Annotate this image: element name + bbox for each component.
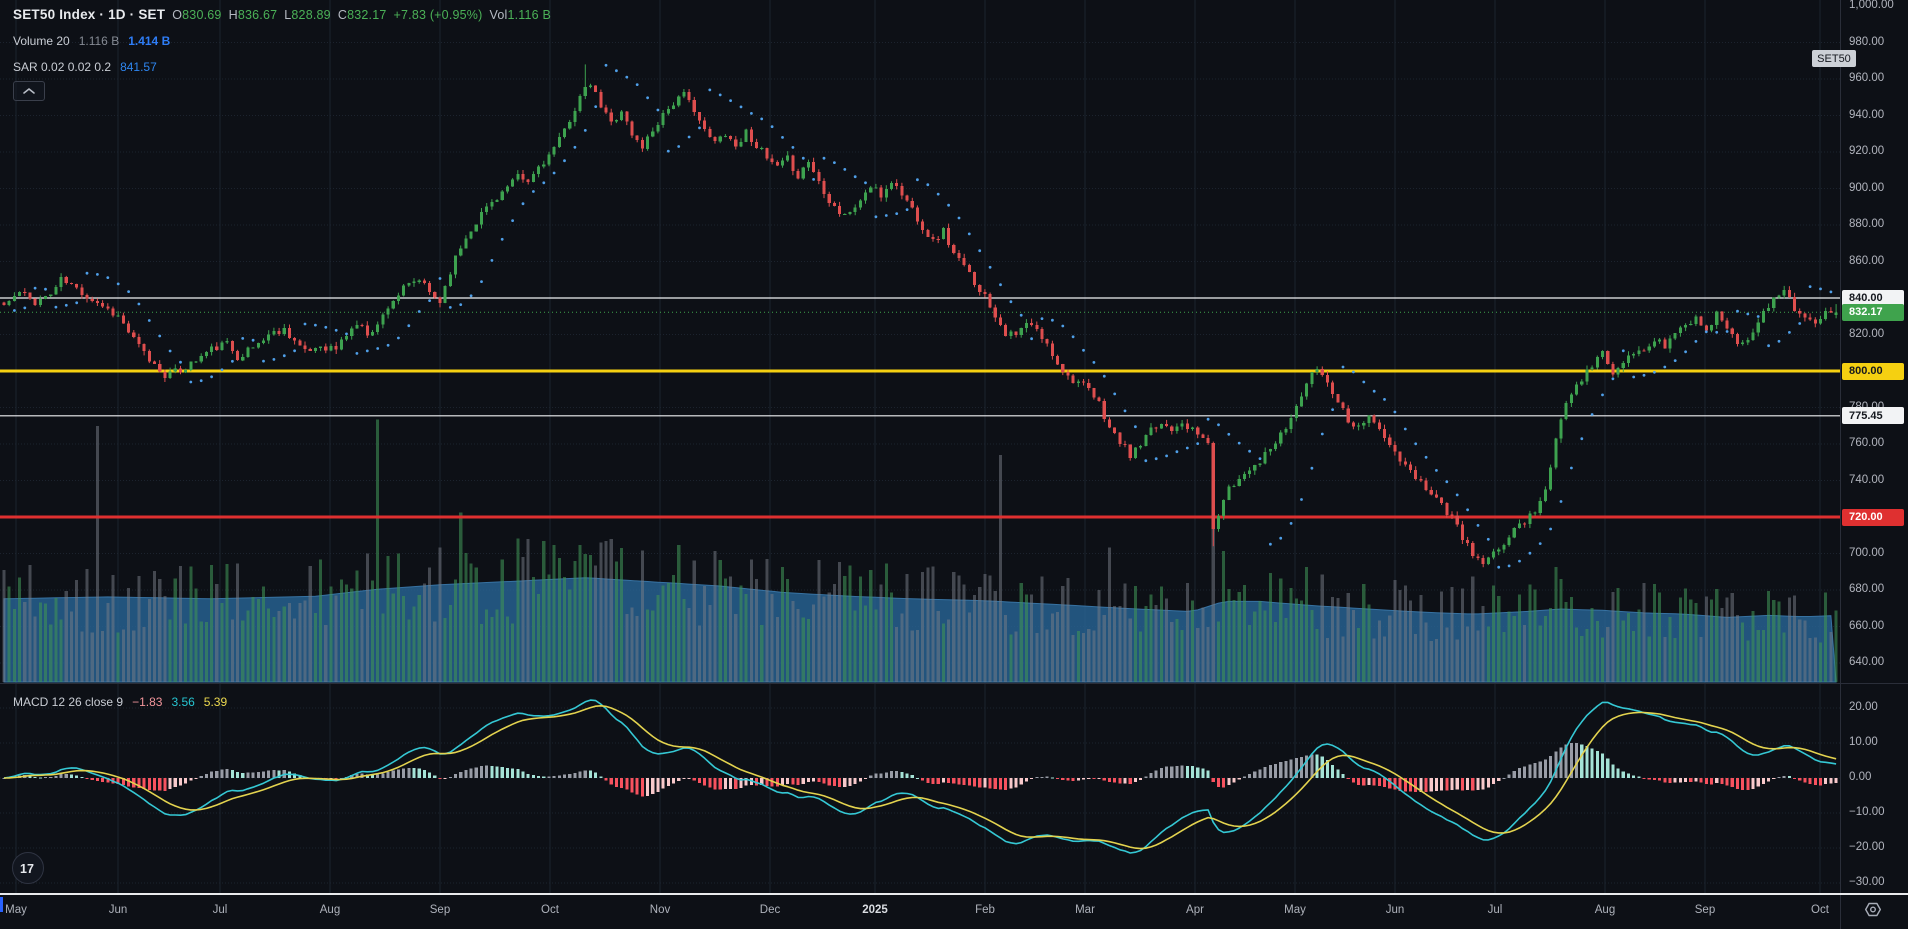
symbol-title: SET50 Index · 1D · SET <box>13 7 166 22</box>
time-axis-label: Jul <box>1487 904 1503 916</box>
close-key: C <box>337 8 348 22</box>
time-axis-label: Jul <box>212 904 228 916</box>
time-axis-label: Apr <box>1186 904 1204 916</box>
time-axis-label: Jun <box>108 904 128 916</box>
time-axis-label: May <box>1284 904 1306 916</box>
time-axis-label: Sep <box>429 904 451 916</box>
price-lines-layer[interactable] <box>0 297 1840 519</box>
price-axis-label: 920.00 <box>1849 145 1885 157</box>
volume-current-value: 1.116 B <box>78 34 120 48</box>
time-axis-label: 2025 <box>862 904 888 916</box>
tradingview-logo[interactable]: 17 <box>11 851 45 890</box>
open-key: O <box>172 8 183 22</box>
price-axis-label: 880.00 <box>1849 218 1885 230</box>
macd-line-value: 3.56 <box>171 695 195 709</box>
price-axis-label: 740.00 <box>1849 473 1885 486</box>
price-axis-label: 980.00 <box>1849 35 1885 48</box>
symbol-legend-row[interactable]: SET50 Index · 1D · SET O830.69 H836.67 L828… <box>13 7 551 22</box>
tv-logo-glyph: 17 <box>20 862 34 876</box>
chevron-up-icon <box>23 88 35 94</box>
price-axis-label: 660.00 <box>1849 619 1885 632</box>
change-value: +7.83 (+0.95%) <box>393 8 483 22</box>
high-key: H <box>228 8 238 22</box>
time-axis-label: Nov <box>649 904 671 916</box>
vol-value: 1.116 B <box>507 8 552 22</box>
macd-indicator-label: MACD 12 26 close 9 <box>13 695 124 709</box>
sar-value: 841.57 <box>120 60 157 74</box>
macd-axis-label: −10.00 <box>1849 806 1885 818</box>
sar-indicator-label: SAR 0.02 0.02 0.2 <box>13 60 112 74</box>
time-axis-label: Feb <box>975 904 995 916</box>
volume-legend-row[interactable]: Volume 20 1.116 B 1.414 B <box>13 34 170 48</box>
collapse-indicators-button[interactable] <box>13 81 45 101</box>
close-value: 832.17 <box>347 8 387 22</box>
open-value: 830.69 <box>182 8 222 22</box>
time-axis-label: Mar <box>1075 904 1095 916</box>
price-axis-label: 820.00 <box>1849 327 1885 340</box>
macd-axis-label: 10.00 <box>1849 736 1878 748</box>
price-scale-symbol-tag: SET50 <box>1812 50 1856 67</box>
price-axis-badge: 840.00 <box>1842 289 1904 307</box>
time-axis-label: Dec <box>759 904 781 916</box>
time-axis-left-marker <box>0 897 3 912</box>
time-axis-label: Jun <box>1385 904 1405 916</box>
candles-layer <box>2 64 1838 568</box>
sar-dots-layer <box>13 63 1833 569</box>
price-axis-label: 700.00 <box>1849 546 1885 559</box>
settings-gear-icon[interactable] <box>1862 899 1884 926</box>
volume-indicator-label: Volume 20 <box>13 34 70 48</box>
time-axis-label: Aug <box>1594 904 1616 916</box>
macd-axis-label: 0.00 <box>1849 771 1872 783</box>
time-axis-label: May <box>5 904 27 916</box>
price-axis-badge: 775.45 <box>1842 407 1904 425</box>
macd-hist-value: −1.83 <box>132 695 163 709</box>
macd-layer <box>2 699 1838 854</box>
price-axis-label: 760.00 <box>1849 437 1885 449</box>
price-axis-label: 860.00 <box>1849 254 1885 267</box>
price-axis-label: 960.00 <box>1849 72 1885 84</box>
price-axis-badge: 800.00 <box>1842 362 1904 380</box>
price-axis-badge: 720.00 <box>1842 508 1904 526</box>
low-value: 828.89 <box>291 8 331 22</box>
low-key: L <box>284 8 292 22</box>
macd-legend-row[interactable]: MACD 12 26 close 9 −1.83 3.56 5.39 <box>13 695 227 709</box>
macd-axis-label: −30.00 <box>1849 876 1885 888</box>
time-axis-label: Oct <box>541 904 559 916</box>
volume-layer <box>2 419 1838 683</box>
volume-ma-value: 1.414 B <box>128 34 171 48</box>
macd-axis-label: −20.00 <box>1849 841 1885 853</box>
macd-signal-value: 5.39 <box>203 695 228 709</box>
vol-key: Vol <box>489 8 508 22</box>
price-axis-label: 640.00 <box>1849 656 1885 668</box>
high-value: 836.67 <box>237 8 278 22</box>
price-axis-label: 900.00 <box>1849 181 1885 194</box>
price-axis-badge: 832.17 <box>1842 303 1904 321</box>
price-axis-label: 940.00 <box>1849 108 1885 121</box>
time-axis-label: Sep <box>1694 904 1716 916</box>
time-axis-label: Aug <box>319 904 341 916</box>
sar-legend-row[interactable]: SAR 0.02 0.02 0.2 841.57 <box>13 60 157 74</box>
time-axis-label: Oct <box>1811 904 1829 916</box>
price-axis-label: 1,000.00 <box>1849 0 1894 11</box>
macd-axis-label: 20.00 <box>1849 701 1878 713</box>
price-axis-label: 680.00 <box>1849 583 1885 595</box>
